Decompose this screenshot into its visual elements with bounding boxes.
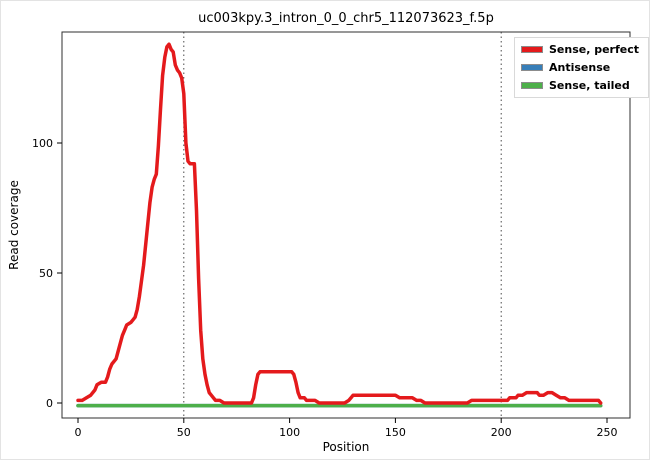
legend: Sense, perfect Antisense Sense, tailed xyxy=(513,37,649,98)
y-tick-label: 50 xyxy=(39,267,53,280)
y-tick-label: 100 xyxy=(32,137,53,150)
x-tick-label: 0 xyxy=(75,426,82,439)
x-tick-label: 50 xyxy=(177,426,191,439)
series-line-sense-perfect xyxy=(76,42,603,405)
legend-item: Antisense xyxy=(520,61,639,74)
x-tick-label: 100 xyxy=(279,426,300,439)
legend-key-icon xyxy=(520,46,543,53)
x-axis-label: Position xyxy=(322,440,370,454)
chart-title: uc003kpy.3_intron_0_0_chr5_112073623_f.5… xyxy=(198,11,494,26)
panel-border xyxy=(61,31,631,419)
y-tick-label: 0 xyxy=(46,397,53,410)
legend-key-icon xyxy=(520,64,543,71)
x-tick-label: 200 xyxy=(491,426,512,439)
x-tick-label: 150 xyxy=(385,426,406,439)
legend-label: Sense, perfect xyxy=(548,43,639,56)
legend-item: Sense, perfect xyxy=(520,43,639,56)
legend-key-icon xyxy=(520,82,543,89)
legend-label: Sense, tailed xyxy=(548,79,630,92)
legend-item: Sense, tailed xyxy=(520,79,639,92)
y-axis-label: Read coverage xyxy=(7,180,21,270)
legend-label: Antisense xyxy=(548,61,611,74)
x-tick-label: 250 xyxy=(597,426,618,439)
